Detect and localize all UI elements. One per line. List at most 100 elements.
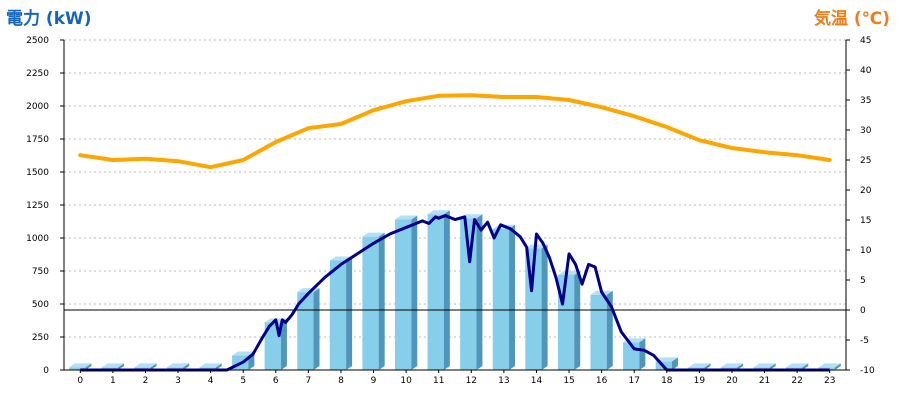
left-tick-label: 1000 <box>26 234 49 244</box>
x-tick-label: 10 <box>400 376 412 386</box>
power-bar <box>264 318 287 370</box>
axes <box>60 39 850 373</box>
bar-face <box>427 214 444 370</box>
right-tick-label: -5 <box>860 336 869 346</box>
x-tick-label: 3 <box>175 376 181 386</box>
bar-side <box>313 288 320 370</box>
right-axis-title: 気温 (℃) <box>813 9 890 29</box>
left-tick-label: 1750 <box>26 135 49 145</box>
bar-top <box>232 351 255 356</box>
x-tick-label: 1 <box>110 376 116 386</box>
temperature-line <box>78 93 832 170</box>
right-tick-label: 5 <box>860 276 866 286</box>
left-tick-label: 1500 <box>26 168 49 178</box>
tick-labels: 02505007501000125015001750200022502500-1… <box>26 36 875 386</box>
x-tick-label: 19 <box>694 376 706 386</box>
bar-face <box>590 294 607 370</box>
x-tick-label: 23 <box>824 376 835 386</box>
bar-top <box>720 363 744 368</box>
bar-side <box>118 363 125 370</box>
power-bar <box>69 363 92 370</box>
bar-side <box>737 363 744 370</box>
bar-top <box>557 270 581 275</box>
bar-side <box>346 256 353 370</box>
bar-side <box>769 363 776 370</box>
bar-top <box>69 363 92 368</box>
bar-top <box>199 363 222 368</box>
bar-top <box>427 210 450 215</box>
power-bar <box>329 256 353 370</box>
left-tick-label: 2500 <box>26 36 49 46</box>
bar-face <box>460 218 477 370</box>
bar-top <box>655 357 678 362</box>
x-tick-label: 8 <box>338 376 344 386</box>
x-tick-label: 11 <box>433 376 444 386</box>
bar-side <box>834 363 841 370</box>
power-line <box>80 214 830 372</box>
bar-top <box>818 363 841 368</box>
x-tick-label: 4 <box>208 376 214 386</box>
right-tick-label: 40 <box>860 66 872 76</box>
x-tick-label: 12 <box>466 376 477 386</box>
power-bar <box>460 214 483 370</box>
right-tick-label: 30 <box>860 126 872 136</box>
x-tick-label: 21 <box>759 376 770 386</box>
bar-side <box>476 214 483 370</box>
bar-face <box>362 236 379 370</box>
x-tick-label: 9 <box>371 376 377 386</box>
bar-side <box>215 363 222 370</box>
bar-side <box>509 224 516 370</box>
bar-face <box>492 228 510 370</box>
right-tick-label: -10 <box>860 366 875 376</box>
right-tick-label: 15 <box>860 216 871 226</box>
bar-side <box>411 215 418 370</box>
bar-face <box>264 322 281 370</box>
right-tick-label: 45 <box>860 36 871 46</box>
series-lines <box>78 93 832 372</box>
bar-side <box>150 363 157 370</box>
left-tick-label: 2000 <box>26 102 49 112</box>
left-tick-label: 2250 <box>26 69 49 79</box>
bar-side <box>671 357 678 370</box>
bar-face <box>69 367 86 370</box>
power-bar <box>590 290 613 370</box>
x-tick-label: 20 <box>726 376 738 386</box>
right-tick-label: 0 <box>860 306 866 316</box>
bar-face <box>329 260 347 370</box>
x-tick-label: 22 <box>791 376 802 386</box>
x-tick-label: 13 <box>498 376 509 386</box>
x-tick-label: 17 <box>628 376 639 386</box>
right-tick-label: 10 <box>860 246 872 256</box>
power-bar <box>623 338 646 370</box>
bar-face <box>297 292 314 370</box>
power-bar <box>297 288 320 370</box>
left-tick-label: 750 <box>32 267 49 277</box>
power-bar <box>394 215 418 370</box>
x-tick-label: 15 <box>563 376 574 386</box>
bar-face <box>394 219 412 370</box>
bar-side <box>704 363 711 370</box>
left-tick-label: 500 <box>32 300 49 310</box>
bar-top <box>785 363 809 368</box>
bar-top <box>394 215 418 220</box>
power-bars <box>69 210 841 370</box>
bar-side <box>541 244 548 370</box>
bar-side <box>639 338 646 370</box>
x-tick-label: 7 <box>306 376 312 386</box>
x-tick-label: 18 <box>661 376 673 386</box>
grid-lines <box>64 39 846 338</box>
bar-top <box>166 363 190 368</box>
bar-side <box>280 318 287 370</box>
bar-top <box>753 363 776 368</box>
bar-side <box>378 232 385 370</box>
x-tick-label: 16 <box>596 376 608 386</box>
bar-top <box>362 232 385 237</box>
power-bar <box>427 210 450 370</box>
right-tick-label: 25 <box>860 156 871 166</box>
x-tick-label: 0 <box>77 376 83 386</box>
x-tick-label: 5 <box>240 376 246 386</box>
power-bar <box>362 232 385 370</box>
x-tick-label: 14 <box>531 376 543 386</box>
bar-side <box>606 290 613 370</box>
